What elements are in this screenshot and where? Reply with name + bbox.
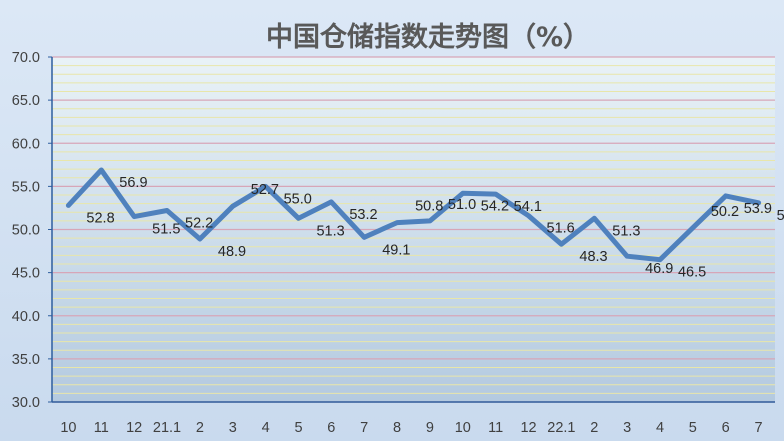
y-tick-label: 60.0 <box>12 136 40 152</box>
x-tick-label: 4 <box>262 420 270 436</box>
data-label: 51.3 <box>316 223 344 239</box>
x-tick-label: 10 <box>60 420 76 436</box>
x-tick-label: 11 <box>488 420 503 436</box>
axes: 30.0 35.0 40.0 45.0 50.0 55.0 60.0 65.0 70.0 10 11… <box>12 50 775 436</box>
y-tick-label: 65.0 <box>12 93 40 109</box>
x-tick-label: 7 <box>360 420 368 436</box>
x-tick-label: 2 <box>196 420 204 436</box>
data-label: 48.3 <box>579 249 607 265</box>
x-tick-label: 9 <box>426 420 434 436</box>
x-tick-label: 6 <box>722 420 730 436</box>
data-label: 50.2 <box>711 204 739 220</box>
x-tick-label: 7 <box>755 420 763 436</box>
y-tick-label: 30.0 <box>12 395 40 411</box>
data-label: 46.5 <box>678 265 706 281</box>
data-label: 53.2 <box>349 207 377 223</box>
data-label: 51.6 <box>547 221 575 237</box>
x-tick-label: 12 <box>126 420 142 436</box>
grid-lines <box>52 56 775 403</box>
y-tick-label: 55.0 <box>12 179 40 195</box>
x-tick-label: 4 <box>656 420 664 436</box>
x-tick-label: 5 <box>689 420 697 436</box>
y-tick-label: 35.0 <box>12 352 40 368</box>
series-line <box>65 167 762 263</box>
data-labels: 52.856.951.5 52.248.952.755.051.353.249.1… <box>86 175 784 281</box>
x-tick-label: 6 <box>327 420 335 436</box>
data-label: 54.2 <box>481 198 509 214</box>
data-label: 55.0 <box>284 191 312 207</box>
data-label: 56.9 <box>119 175 147 191</box>
x-tick-label: 11 <box>94 420 109 436</box>
data-label: 53.9 <box>744 201 772 217</box>
chart-title: 中国仓储指数走势图（%） <box>266 22 590 53</box>
x-tick-label: 22.1 <box>547 420 575 436</box>
series-layer <box>65 167 762 263</box>
x-tick-label: 21.1 <box>153 420 181 436</box>
x-tick-label: 3 <box>623 420 631 436</box>
y-tick-label: 40.0 <box>12 309 40 325</box>
data-label: 52.2 <box>185 216 213 232</box>
x-tick-label: 12 <box>520 420 536 436</box>
data-label: 48.9 <box>218 244 246 260</box>
data-label: 51.5 <box>152 222 180 238</box>
y-tick-label: 45.0 <box>12 266 40 282</box>
y-tick-label: 50.0 <box>12 223 40 239</box>
data-label: 46.9 <box>645 261 673 277</box>
x-tick-label: 2 <box>590 420 598 436</box>
data-label: 52.8 <box>86 210 114 226</box>
data-label: 51.3 <box>612 223 640 239</box>
data-label: 52.7 <box>251 182 279 198</box>
x-tick-label: 5 <box>294 420 302 436</box>
data-label: 49.1 <box>382 242 410 258</box>
data-label: 50.8 <box>415 199 443 215</box>
x-tick-label: 3 <box>229 420 237 436</box>
data-label: 54.1 <box>514 199 542 215</box>
y-tick-label: 70.0 <box>12 50 40 66</box>
data-label: 53.1 <box>777 208 784 224</box>
x-tick-label: 8 <box>393 420 401 436</box>
data-label: 51.0 <box>448 197 476 213</box>
x-tick-label: 10 <box>455 420 471 436</box>
